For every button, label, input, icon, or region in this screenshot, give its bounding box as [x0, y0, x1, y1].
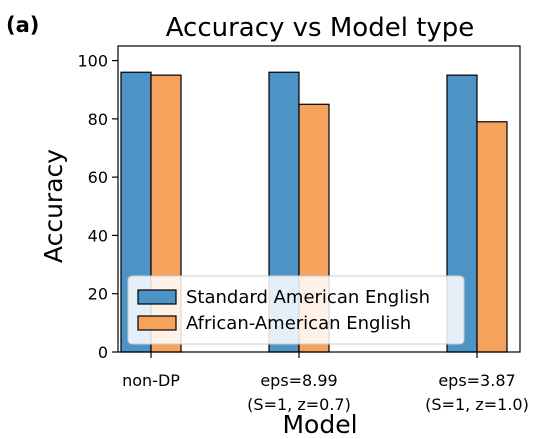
x-tick-label: (S=1, z=0.7) — [247, 395, 351, 414]
bar-african-american-english-2 — [476, 121, 508, 353]
x-tick-label: eps=3.87 — [438, 371, 515, 390]
y-tick-label: 0 — [98, 343, 108, 362]
y-tick-label: 20 — [88, 285, 108, 304]
y-tick-label: 100 — [77, 52, 108, 71]
x-tick-label: (S=1, z=1.0) — [425, 395, 529, 414]
legend-swatch — [137, 289, 177, 305]
y-tick-label: 60 — [88, 168, 108, 187]
plot-area: 0 20 40 60 80 100 non-DP eps=8.99 (S=1, z=0.7) ep… — [77, 45, 529, 414]
x-tick-label: eps=8.99 — [260, 371, 337, 390]
legend-box — [127, 275, 465, 345]
x-axis-label: Model — [282, 410, 357, 439]
y-tick-label: 80 — [88, 110, 108, 129]
x-tick-label: non-DP — [122, 371, 180, 390]
chart-title: Accuracy vs Model type — [166, 13, 475, 43]
legend-label: Standard American English — [186, 287, 430, 308]
y-axis-label: Accuracy — [39, 149, 68, 263]
y-tick-label: 40 — [88, 226, 108, 245]
legend-label: African-American English — [186, 313, 411, 334]
legend-swatch — [137, 315, 177, 331]
plot-frame — [117, 45, 521, 353]
panel-label: (a) — [6, 13, 39, 37]
